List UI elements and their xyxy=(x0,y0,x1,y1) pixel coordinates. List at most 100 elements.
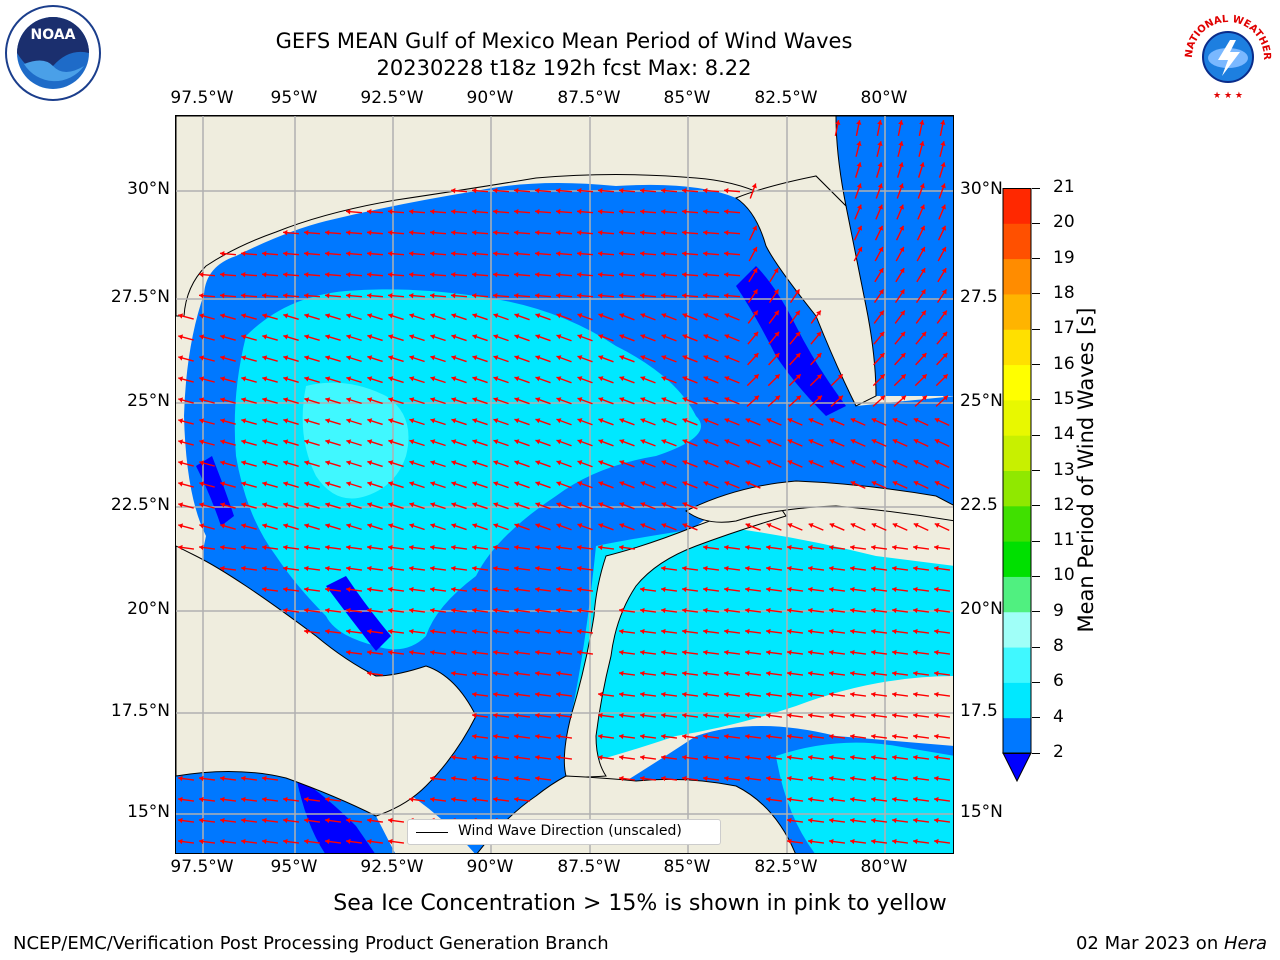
wind-arrow xyxy=(915,288,927,304)
wind-arrow xyxy=(198,796,216,803)
wind-arrow xyxy=(387,649,405,656)
wind-arrow xyxy=(828,691,846,698)
wind-arrow xyxy=(492,565,510,572)
wind-arrow xyxy=(346,376,362,384)
wind-arrow xyxy=(702,565,720,572)
footer-date-text: 02 Mar 2023 on xyxy=(1075,933,1224,954)
wind-arrow xyxy=(912,544,930,551)
colorbar-tick-label: 18 xyxy=(1053,282,1075,303)
wind-arrow xyxy=(492,544,510,551)
lon-tick-bottom: 90°W xyxy=(466,857,514,877)
wind-arrow xyxy=(765,544,783,551)
wind-arrow xyxy=(261,251,279,257)
wind-arrow xyxy=(744,754,762,761)
wind-arrow xyxy=(723,230,741,236)
wind-arrow xyxy=(619,334,635,342)
wind-arrow xyxy=(534,649,552,656)
wind-arrow xyxy=(535,502,551,510)
wind-arrow xyxy=(723,691,741,698)
wind-arrow xyxy=(367,523,383,531)
colorbar-tick-mark xyxy=(1032,681,1040,683)
wind-arrow xyxy=(872,373,886,387)
wind-arrow xyxy=(850,418,866,426)
chart-title: GEFS MEAN Gulf of Mexico Mean Period of … xyxy=(275,29,853,53)
lat-tick-left: 15°N xyxy=(127,802,170,822)
wind-arrow xyxy=(408,272,426,278)
wind-arrow xyxy=(492,293,510,299)
wind-arrow xyxy=(618,754,636,761)
wind-arrow xyxy=(493,313,509,321)
wind-arrow xyxy=(513,293,531,299)
wind-arrow xyxy=(936,288,948,304)
wind-arrow xyxy=(702,775,720,782)
wind-arrow xyxy=(408,565,426,572)
wind-arrow xyxy=(241,481,257,488)
wind-arrow xyxy=(388,460,404,468)
wind-arrow xyxy=(451,439,467,447)
wind-arrow xyxy=(367,376,383,384)
wind-arrow xyxy=(471,733,489,740)
wind-arrow xyxy=(619,355,635,363)
colorbar-segment xyxy=(1003,647,1031,683)
wind-arrow xyxy=(324,838,342,845)
wind-arrow xyxy=(345,649,363,656)
wind-arrow xyxy=(702,544,720,551)
wind-arrow xyxy=(304,355,320,362)
wind-arrow xyxy=(619,313,635,321)
wind-arrow xyxy=(915,331,927,345)
wind-arrow xyxy=(282,565,300,572)
wind-arrow xyxy=(346,502,362,510)
wind-arrow xyxy=(639,754,657,761)
wind-arrow xyxy=(408,293,426,299)
wind-arrow xyxy=(241,502,257,509)
wind-arrow xyxy=(241,523,257,530)
wind-arrow xyxy=(325,460,341,468)
wind-arrow xyxy=(618,293,636,299)
wind-arrow xyxy=(828,586,846,593)
wind-arrow xyxy=(828,817,846,824)
wind-arrow xyxy=(682,502,698,510)
wind-arrow xyxy=(897,141,904,157)
wind-arrow xyxy=(744,775,762,782)
wind-arrow xyxy=(681,586,699,593)
wind-arrow xyxy=(576,586,594,593)
wind-arrow xyxy=(513,649,531,656)
colorbar-tick-mark xyxy=(1032,434,1040,436)
wind-arrow xyxy=(849,796,867,803)
colorbar-segment xyxy=(1003,364,1031,401)
colorbar-border xyxy=(1002,188,1032,754)
wind-arrow xyxy=(703,313,719,321)
wind-arrow xyxy=(262,313,278,320)
chart-subtitle: 20230228 t18z 192h fcst Max: 8.22 xyxy=(376,56,752,80)
wind-arrow xyxy=(597,293,615,299)
wind-arrow xyxy=(682,439,698,447)
wind-arrow xyxy=(303,230,321,236)
wind-arrow xyxy=(555,230,573,236)
wind-arrow xyxy=(430,313,446,321)
colorbar-segment xyxy=(1003,576,1031,613)
wind-arrow xyxy=(220,439,236,446)
wind-arrow xyxy=(891,817,909,824)
colorbar-segment xyxy=(1003,329,1031,366)
wind-arrow xyxy=(744,607,762,614)
wind-arrow xyxy=(178,355,194,362)
wind-arrow xyxy=(874,246,884,262)
wind-arrow xyxy=(745,481,761,489)
wind-arrow xyxy=(808,418,824,426)
wind-arrow xyxy=(219,838,237,845)
wind-arrow xyxy=(828,838,846,845)
wind-arrow xyxy=(450,670,468,677)
wind-arrow xyxy=(388,313,404,321)
map-canvas xyxy=(176,116,953,853)
wind-arrow xyxy=(346,460,362,468)
wind-arrow xyxy=(577,355,593,363)
wind-arrow xyxy=(240,565,258,572)
wind-arrow xyxy=(388,418,404,426)
colorbar-tick-label: 13 xyxy=(1053,459,1075,480)
wind-arrow xyxy=(639,293,657,299)
wind-arrow xyxy=(894,310,906,324)
wind-arrow xyxy=(261,796,279,803)
wind-arrow xyxy=(660,607,678,614)
colorbar-tick-mark xyxy=(1032,364,1040,366)
wind-arrow xyxy=(388,397,404,405)
